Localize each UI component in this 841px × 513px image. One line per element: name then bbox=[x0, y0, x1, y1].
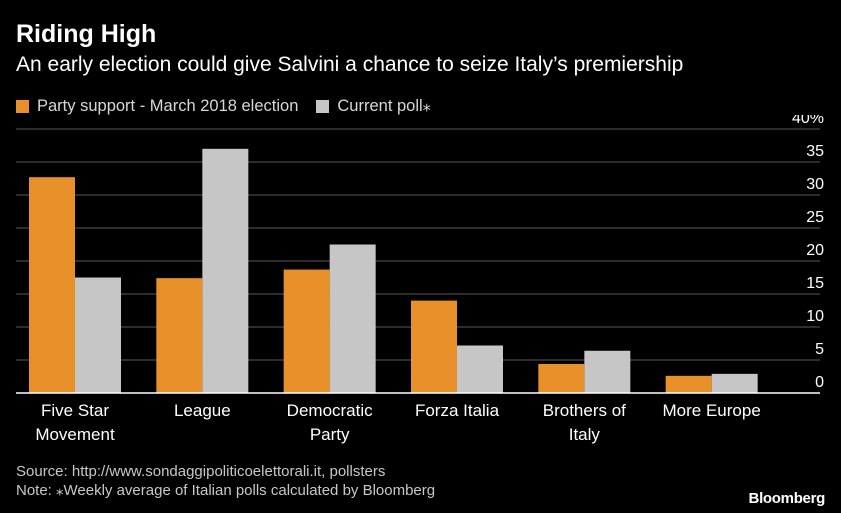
x-tick-label: Forza Italia bbox=[415, 401, 500, 420]
chart-title: Riding High bbox=[16, 20, 157, 48]
x-tick-label: Five Star Movement bbox=[35, 401, 115, 444]
x-tick-label-line: Forza Italia bbox=[415, 401, 500, 420]
bar bbox=[411, 300, 457, 393]
bar bbox=[457, 345, 503, 393]
y-tick-label: 20 bbox=[806, 242, 824, 259]
bar bbox=[329, 244, 376, 393]
y-tick-label: 5 bbox=[815, 341, 824, 358]
bar bbox=[156, 278, 203, 393]
x-tick-label-line: Italy bbox=[569, 425, 601, 444]
x-tick-label: More Europe bbox=[663, 401, 761, 420]
x-tick-label-line: More Europe bbox=[663, 401, 761, 420]
bar bbox=[202, 148, 249, 393]
bar bbox=[29, 177, 75, 393]
chart-subtitle: An early election could give Salvini a c… bbox=[16, 53, 684, 76]
bar bbox=[283, 269, 330, 393]
legend-label-current-poll: Current poll⁎ bbox=[337, 97, 431, 115]
bar bbox=[711, 373, 758, 393]
bar bbox=[584, 350, 631, 393]
bloomberg-logo: Bloomberg bbox=[748, 490, 826, 507]
legend-swatch-election bbox=[16, 99, 29, 113]
x-tick-label-line: Movement bbox=[35, 425, 115, 444]
legend-item-current-poll: Current poll⁎ bbox=[316, 96, 431, 116]
x-tick-label-line: Party bbox=[310, 425, 350, 444]
bar bbox=[665, 375, 712, 393]
source-text: Source: http://www.sondaggipoliticoelett… bbox=[16, 463, 386, 480]
x-tick-label: Brothers of Italy bbox=[543, 401, 626, 444]
x-tick-label: Democratic Party bbox=[287, 401, 373, 444]
legend: Party support - March 2018 election Curr… bbox=[16, 96, 431, 116]
y-tick-label: 40% bbox=[792, 115, 824, 127]
legend-swatch-current-poll bbox=[316, 99, 330, 113]
x-tick-label: League bbox=[174, 401, 231, 420]
x-tick-label-line: Democratic bbox=[287, 401, 373, 420]
bar-chart: 0 5 10 15 20 25 30 35 40% Five Star Movement League… bbox=[16, 115, 824, 444]
y-tick-label: 35 bbox=[806, 143, 824, 160]
y-tick-label: 15 bbox=[806, 275, 824, 292]
note-text: Note: ⁎Weekly average of Italian polls c… bbox=[16, 482, 436, 499]
y-tick-label: 10 bbox=[806, 308, 824, 325]
x-tick-label-line: Five Star bbox=[41, 401, 109, 420]
x-tick-label-line: Brothers of bbox=[543, 401, 626, 420]
y-tick-label: 25 bbox=[806, 209, 824, 226]
source-note: Source: http://www.sondaggipoliticoelett… bbox=[16, 462, 435, 500]
y-tick-label: 0 bbox=[815, 374, 824, 391]
bar bbox=[75, 277, 121, 393]
x-tick-label-line: League bbox=[174, 401, 231, 420]
bar bbox=[538, 363, 585, 393]
legend-item-election: Party support - March 2018 election bbox=[16, 97, 298, 116]
y-tick-label: 30 bbox=[806, 176, 824, 193]
legend-label-election: Party support - March 2018 election bbox=[37, 96, 299, 115]
